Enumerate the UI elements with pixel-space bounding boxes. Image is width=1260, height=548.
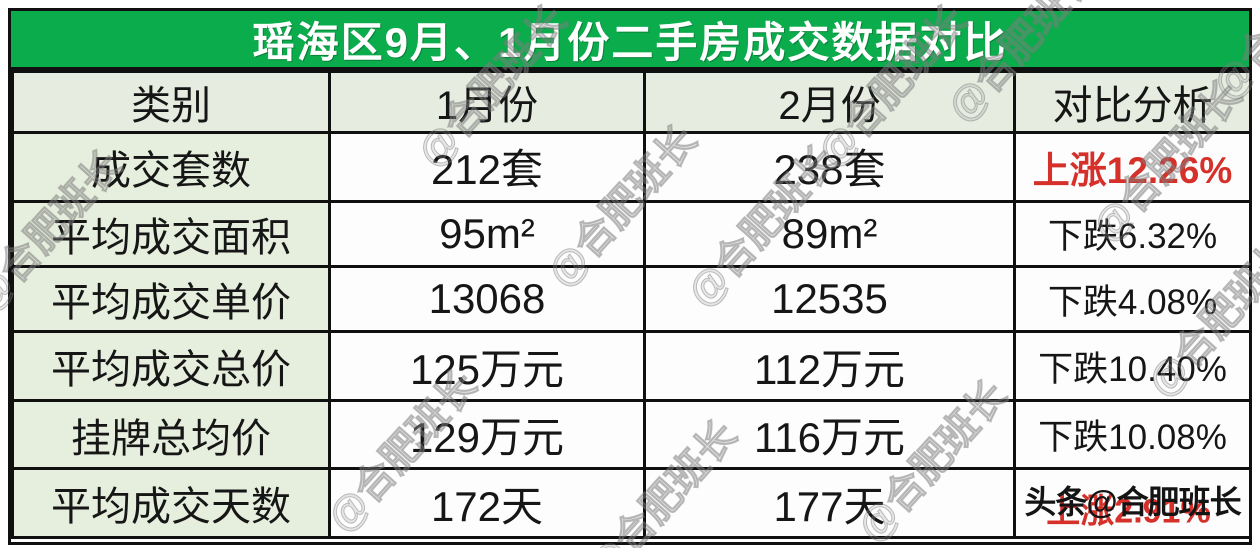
month1-cell: 129万元: [328, 398, 646, 471]
analysis-cell: 上涨12.26%: [1013, 131, 1252, 203]
table-title: 瑶海区9月、1月份二手房成交数据对比: [252, 18, 1008, 66]
analysis-cell: 下跌10.40%: [1013, 330, 1252, 402]
header-month2: 2月份: [643, 70, 1016, 134]
table-row: 平均成交天数 172天 177天 上涨2.91% 头条@合肥班长: [11, 467, 1252, 539]
analysis-cell: 下跌6.32%: [1013, 199, 1252, 268]
comparison-table: 类别 1月份 2月份 对比分析 成交套数 212套 238套 上涨12.26% …: [11, 70, 1252, 539]
table-row: 平均成交总价 125万元 112万元 下跌10.40%: [11, 330, 1252, 402]
table-row: 平均成交面积 95m² 89m² 下跌6.32%: [11, 199, 1252, 268]
table-row: 挂牌总均价 129万元 116万元 下跌10.08%: [11, 398, 1252, 471]
header-month1: 1月份: [328, 70, 646, 134]
analysis-cell: 下跌10.08%: [1013, 398, 1252, 471]
month1-cell: 13068: [328, 264, 646, 334]
month1-cell: 212套: [328, 131, 646, 203]
month2-cell: 89m²: [643, 199, 1016, 268]
month1-cell: 172天: [328, 467, 646, 539]
analysis-cell-obscured: 上涨2.91% 头条@合肥班长: [1013, 467, 1252, 539]
month2-cell: 116万元: [643, 398, 1016, 471]
category-cell: 平均成交总价: [11, 330, 331, 402]
category-cell: 平均成交单价: [11, 264, 331, 334]
month1-cell: 95m²: [328, 199, 646, 268]
table-title-bar: 瑶海区9月、1月份二手房成交数据对比: [11, 11, 1249, 70]
month2-cell: 177天: [643, 467, 1016, 539]
table-row: 平均成交单价 13068 12535 下跌4.08%: [11, 264, 1252, 334]
toutiao-watermark: 头条@合肥班长: [1024, 484, 1241, 521]
month2-cell: 238套: [643, 131, 1016, 203]
table-row: 成交套数 212套 238套 上涨12.26%: [11, 131, 1252, 203]
header-analysis: 对比分析: [1013, 70, 1252, 134]
month2-cell: 112万元: [643, 330, 1016, 402]
comparison-table-container: 瑶海区9月、1月份二手房成交数据对比 类别 1月份 2月份 对比分析 成交套数 …: [8, 8, 1252, 545]
month2-cell: 12535: [643, 264, 1016, 334]
analysis-cell: 下跌4.08%: [1013, 264, 1252, 334]
month1-cell: 125万元: [328, 330, 646, 402]
analysis-text-under-watermark: 上涨2.91%: [1046, 492, 1211, 531]
category-cell: 平均成交天数: [11, 467, 331, 539]
category-cell: 平均成交面积: [11, 199, 331, 268]
header-category: 类别: [11, 70, 331, 134]
header-row: 类别 1月份 2月份 对比分析: [11, 70, 1252, 134]
category-cell: 成交套数: [11, 131, 331, 203]
category-cell: 挂牌总均价: [11, 398, 331, 471]
